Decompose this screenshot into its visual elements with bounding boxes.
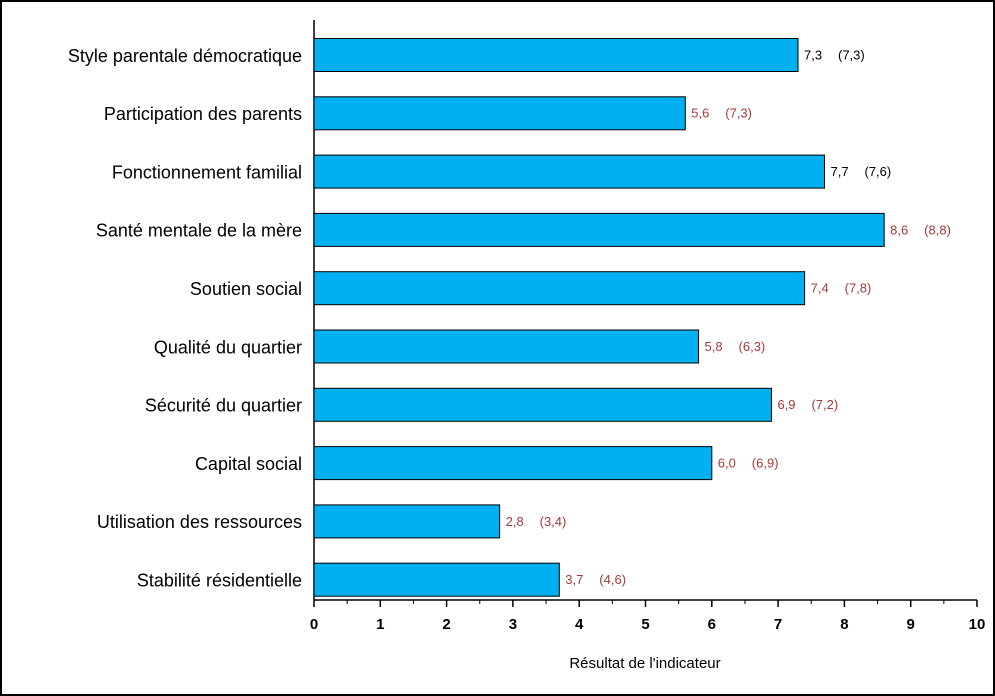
category-label: Qualité du quartier (154, 337, 302, 357)
reference-label: (7,3) (838, 47, 865, 62)
x-tick-label: 1 (376, 616, 384, 633)
value-label: 8,6 (890, 222, 908, 237)
x-tick-label: 7 (774, 616, 782, 633)
bar (313, 154, 826, 189)
category-label: Fonctionnement familial (112, 162, 302, 182)
x-tick-label: 9 (907, 616, 915, 633)
reference-label: (7,8) (845, 281, 872, 296)
x-tick-label: 8 (840, 616, 848, 633)
x-tick-label: 4 (575, 616, 584, 633)
bar (313, 504, 501, 539)
bar (313, 387, 772, 422)
reference-label: (7,3) (725, 106, 752, 121)
x-tick-label: 0 (310, 616, 318, 633)
value-label: 7,7 (831, 164, 849, 179)
reference-label: (7,6) (865, 164, 892, 179)
x-tick-label: 5 (641, 616, 649, 633)
bar (313, 38, 799, 72)
category-label: Capital social (195, 454, 302, 474)
bar (313, 446, 713, 481)
value-label: 2,8 (506, 514, 524, 529)
bar (313, 271, 806, 306)
x-tick-label: 2 (442, 616, 450, 633)
x-tick-label: 10 (969, 616, 986, 633)
value-label: 7,3 (804, 47, 822, 62)
category-label: Soutien social (190, 279, 302, 299)
reference-label: (8,8) (924, 222, 951, 237)
category-label: Utilisation des ressources (97, 512, 302, 532)
category-label: Sécurité du quartier (145, 396, 302, 416)
reference-label: (6,3) (739, 339, 766, 354)
x-axis-title: Résultat de l'indicateur (569, 655, 720, 672)
reference-label: (4,6) (599, 572, 626, 587)
category-label: Style parentale démocratique (68, 46, 302, 66)
value-label: 5,8 (705, 339, 723, 354)
value-label: 5,6 (691, 106, 709, 121)
bar (313, 329, 700, 364)
bar (313, 212, 885, 247)
value-label: 7,4 (811, 281, 829, 296)
bar (313, 96, 686, 131)
reference-label: (7,2) (811, 397, 838, 412)
category-label: Santé mentale de la mère (96, 221, 302, 241)
x-tick-label: 3 (509, 616, 517, 633)
reference-label: (3,4) (540, 514, 567, 529)
x-tick-label: 6 (708, 616, 716, 633)
category-label: Stabilité résidentielle (137, 570, 302, 590)
reference-label: (6,9) (752, 456, 779, 471)
value-label: 3,7 (565, 572, 583, 587)
value-label: 6,0 (718, 456, 736, 471)
category-label: Participation des parents (104, 104, 302, 124)
bar (313, 562, 560, 597)
value-label: 6,9 (777, 397, 795, 412)
